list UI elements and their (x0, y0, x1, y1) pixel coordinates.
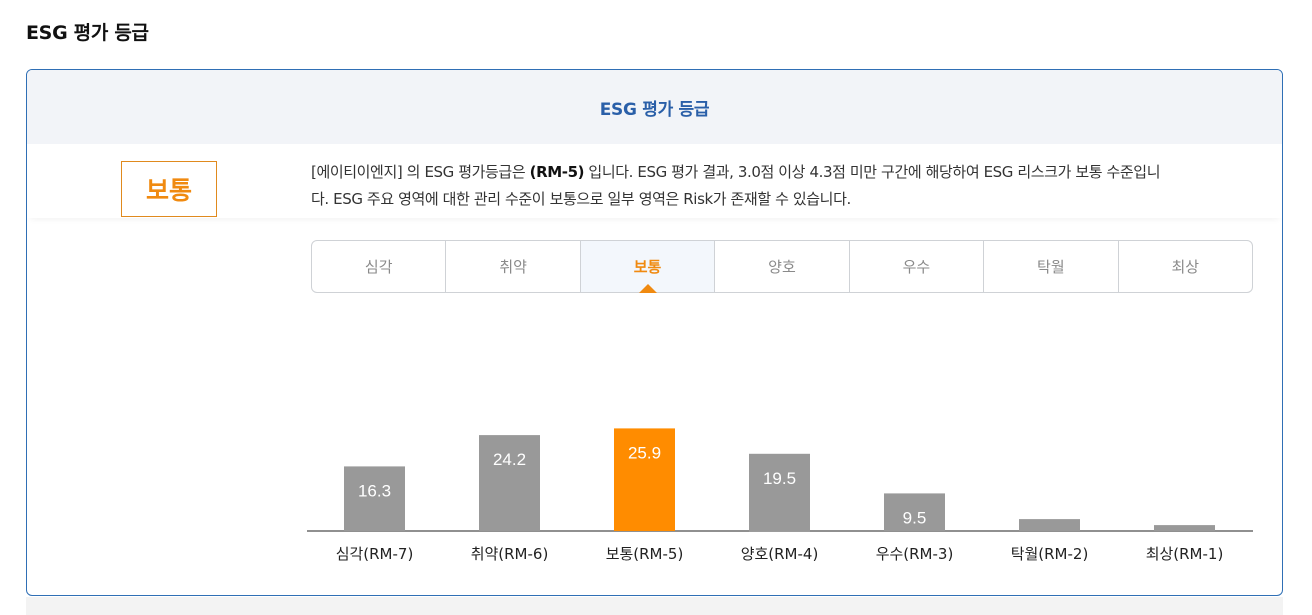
x-tick-label-5: 우수(RM-3) (876, 545, 954, 563)
x-tick-label-2: 취약(RM-6) (471, 545, 549, 563)
tab-label: 최상 (1171, 258, 1200, 276)
bar-4 (749, 453, 810, 532)
tab-grade-7[interactable]: 최상 (1119, 241, 1252, 292)
bar-2 (479, 435, 540, 531)
grade-tabs: 심각 취약 보통 양호 우수 탁월 최상 (311, 240, 1253, 293)
grade-description: [에이티이엔지] 의 ESG 평가등급은 (RM-5) 입니다. ESG 평가 … (311, 159, 1256, 213)
tab-label: 심각 (364, 258, 393, 276)
bar-value-label-4: 19.5 (763, 469, 796, 488)
bar-5 (884, 493, 945, 531)
tab-label: 탁월 (1037, 258, 1065, 276)
description-prefix: [에이티이엔지] 의 ESG 평가등급은 (311, 163, 530, 181)
bar-7 (1154, 525, 1215, 531)
x-tick-label-6: 탁월(RM-2) (1011, 545, 1089, 563)
tab-grade-4[interactable]: 양호 (715, 241, 850, 292)
tab-grade-3[interactable]: 보통 (580, 241, 716, 293)
grade-distribution-chart: 16.3 심각(RM-7) 24.2 취약(RM-6) 25.9 보통(RM-5) 19.5… (307, 428, 1253, 563)
tab-grade-2[interactable]: 취약 (446, 241, 581, 292)
bottom-strip (26, 597, 1283, 615)
x-tick-label-3: 보통(RM-5) (606, 545, 684, 563)
x-tick-label-4: 양호(RM-4) (741, 545, 819, 563)
description-band (27, 144, 1282, 218)
x-tick-label-1: 심각(RM-7) (336, 545, 414, 563)
tab-label: 보통 (633, 258, 662, 276)
bar-1 (344, 466, 405, 531)
bar-6 (1019, 519, 1080, 531)
tab-grade-5[interactable]: 우수 (850, 241, 985, 292)
description-grade: (RM-5) (529, 163, 585, 181)
x-tick-label-7: 최상(RM-1) (1146, 545, 1224, 563)
grade-badge: 보통 (121, 161, 217, 217)
bar-value-label-2: 24.2 (493, 450, 526, 469)
tab-grade-1[interactable]: 심각 (312, 241, 447, 292)
description-line2: 다. ESG 주요 영역에 대한 관리 수준이 보통으로 일부 영역은 Risk… (311, 190, 851, 208)
esg-grade-card: ESG 평가 등급 보통 [에이티이엔지] 의 ESG 평가등급은 (RM-5)… (26, 69, 1283, 596)
tab-label: 취약 (499, 258, 527, 276)
card-header-title: ESG 평가 등급 (599, 99, 710, 120)
bar-value-label-1: 16.3 (358, 481, 391, 500)
bar-3 (614, 428, 675, 531)
bar-value-label-3: 25.9 (628, 443, 661, 462)
bar-value-label-5: 9.5 (903, 508, 927, 527)
tab-label: 양호 (768, 258, 796, 276)
tab-label: 우수 (902, 258, 931, 276)
page-title: ESG 평가 등급 (26, 22, 149, 44)
card-header: ESG 평가 등급 (27, 70, 1282, 144)
description-line1-suffix: 입니다. ESG 평가 결과, 3.0점 이상 4.3점 미만 구간에 해당하여… (584, 163, 1161, 181)
tab-grade-6[interactable]: 탁월 (984, 241, 1119, 292)
